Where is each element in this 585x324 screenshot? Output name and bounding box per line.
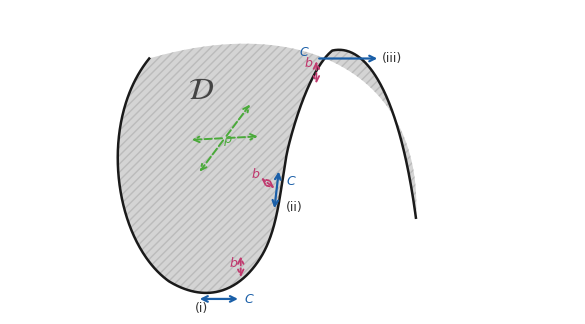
Text: $C$: $C$	[286, 175, 297, 188]
Text: (ii): (ii)	[286, 201, 303, 214]
Text: $b$: $b$	[229, 256, 238, 270]
Text: $b$: $b$	[251, 167, 260, 181]
Text: $C$: $C$	[300, 45, 310, 59]
Text: $b$: $b$	[304, 56, 314, 70]
Text: $\rho$: $\rho$	[223, 134, 233, 148]
Polygon shape	[118, 44, 417, 293]
Text: (iii): (iii)	[381, 52, 402, 65]
Text: (i): (i)	[195, 302, 208, 315]
Text: $\mathcal{D}$: $\mathcal{D}$	[188, 75, 214, 106]
Text: $C$: $C$	[244, 293, 254, 306]
